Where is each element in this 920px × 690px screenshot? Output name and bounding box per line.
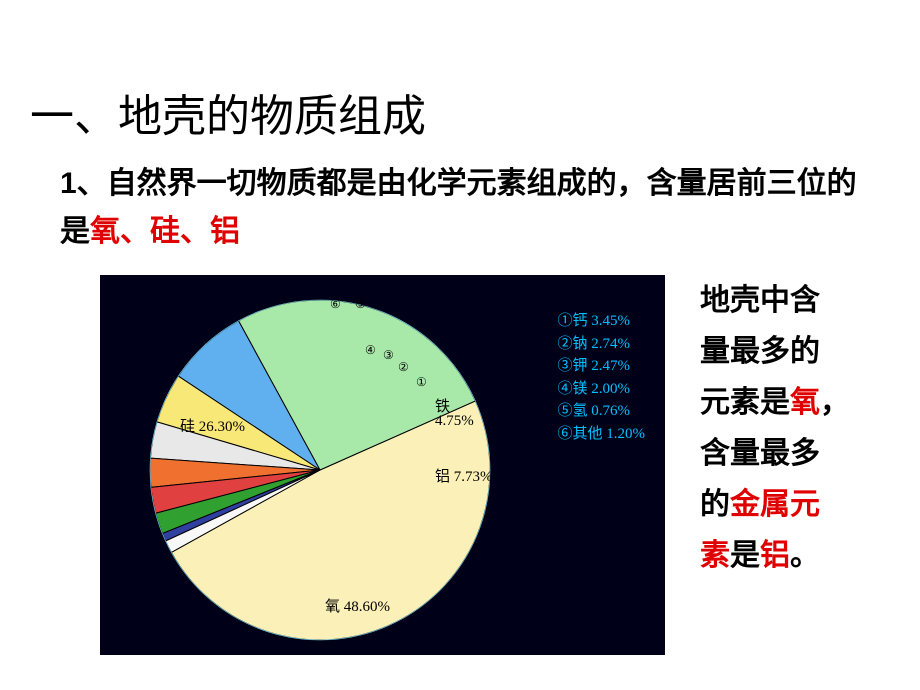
subtitle-number: 1、 bbox=[60, 167, 107, 200]
pie-chart-container: ①钙 3.45%②钠 2.74%③钾 2.47%④镁 2.00%⑤氢 0.76%… bbox=[100, 275, 665, 655]
rt-l2: 量最多的 bbox=[700, 335, 820, 368]
subtitle-highlight: 氧、硅、铝 bbox=[90, 215, 240, 248]
main-title: 一、地壳的物质组成 bbox=[30, 80, 426, 144]
rt-l3c: ， bbox=[820, 386, 850, 419]
legend-item: ⑥其他 1.20% bbox=[558, 423, 646, 446]
rt-l4: 含量最多 bbox=[700, 437, 820, 470]
rt-l5a: 的 bbox=[700, 488, 730, 521]
pie-chart bbox=[120, 285, 520, 655]
legend-item: ⑤氢 0.76% bbox=[558, 400, 646, 423]
legend-item: ②钠 2.74% bbox=[558, 333, 646, 356]
legend-item: ①钙 3.45% bbox=[558, 310, 646, 333]
subtitle: 1、自然界一切物质都是由化学元素组成的，含量居前三位的是氧、硅、铝 bbox=[60, 160, 880, 256]
rt-l5b: 金属元 bbox=[730, 488, 820, 521]
right-commentary: 地壳中含 量最多的 元素是氧， 含量最多 的金属元 素是铝。 bbox=[700, 275, 900, 581]
rt-l1: 地壳中含 bbox=[700, 284, 820, 317]
rt-l3b: 氧 bbox=[790, 386, 820, 419]
legend-item: ③钾 2.47% bbox=[558, 355, 646, 378]
rt-l6a: 素 bbox=[700, 539, 730, 572]
rt-l3a: 元素是 bbox=[700, 386, 790, 419]
rt-l6c: 铝 bbox=[760, 539, 790, 572]
chart-legend: ①钙 3.45%②钠 2.74%③钾 2.47%④镁 2.00%⑤氢 0.76%… bbox=[558, 310, 646, 445]
rt-l6d: 。 bbox=[790, 539, 820, 572]
legend-item: ④镁 2.00% bbox=[558, 378, 646, 401]
rt-l6b: 是 bbox=[730, 539, 760, 572]
